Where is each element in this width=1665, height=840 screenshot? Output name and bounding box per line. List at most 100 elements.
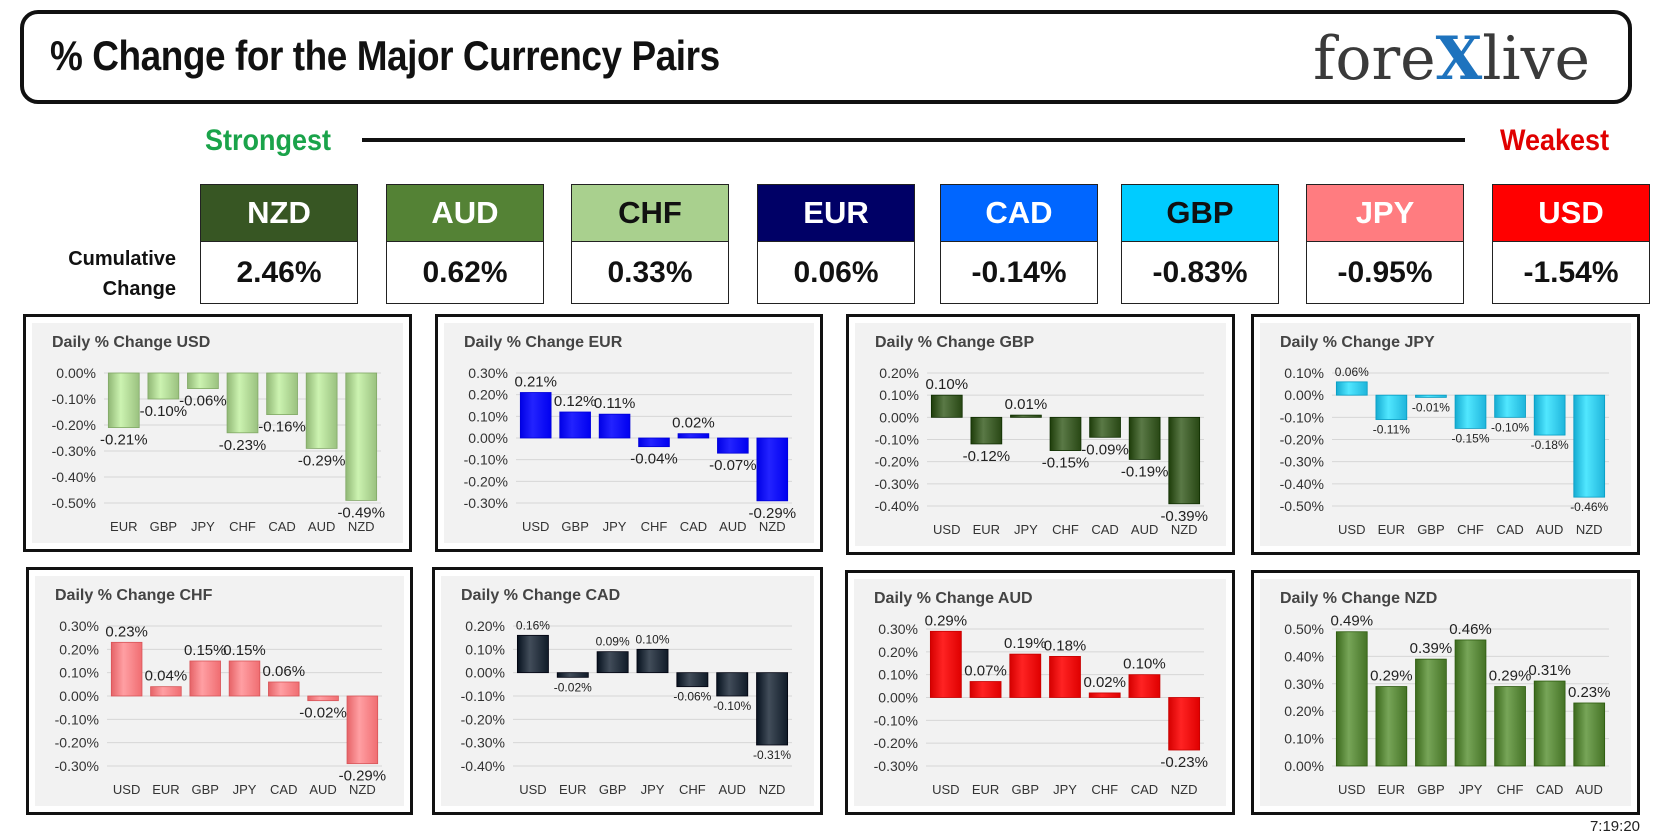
data-label: -0.29% <box>339 768 387 785</box>
bar <box>1415 658 1447 767</box>
data-label: -0.23% <box>219 437 267 454</box>
data-label: -0.10% <box>140 403 188 420</box>
data-label: -0.16% <box>258 419 306 436</box>
y-tick-label: 0.00% <box>1284 758 1324 774</box>
x-tick-label: GBP <box>1417 782 1444 797</box>
data-label: 0.01% <box>1005 396 1048 413</box>
currency-code: USD <box>1493 185 1649 242</box>
bar <box>1128 674 1161 698</box>
cumulative-change-value: 0.62% <box>422 256 508 289</box>
bar <box>929 630 962 698</box>
x-tick-label: USD <box>932 782 959 797</box>
data-label: 0.11% <box>594 395 635 412</box>
chart-title: Daily % Change CAD <box>461 587 620 604</box>
currency-box-cad: CAD -0.14% <box>940 184 1098 304</box>
x-tick-label: EUR <box>559 782 586 797</box>
x-tick-label: USD <box>519 782 546 797</box>
y-tick-label: -0.40% <box>461 758 505 774</box>
y-tick-label: 0.10% <box>465 641 505 657</box>
bar <box>677 433 710 439</box>
bar <box>187 372 219 389</box>
bar <box>1335 631 1368 767</box>
currency-code: GBP <box>1122 185 1278 242</box>
x-tick-label: AUD <box>1575 782 1602 797</box>
cumulative-label-line2: Change <box>102 278 176 300</box>
chart-jpy: Daily % Change JPY 0.10% 0.00% -0.10% -0.20%… <box>1251 314 1640 555</box>
data-label: -0.12% <box>963 448 1011 465</box>
x-tick-label: JPY <box>191 519 215 534</box>
cumulative-change-value: 0.33% <box>607 256 693 289</box>
data-label: -0.39% <box>1160 508 1208 525</box>
data-label: 0.29% <box>925 612 968 629</box>
data-label: 0.07% <box>964 663 1007 680</box>
x-tick-label: CHF <box>1457 522 1484 537</box>
chart-svg: Daily % Change CAD0.20%0.10%0.00%-0.10%-… <box>441 576 814 806</box>
bar <box>226 372 259 434</box>
currency-box-nzd: NZD 2.46% <box>200 184 358 304</box>
y-tick-label: 0.20% <box>465 618 505 634</box>
chart-svg: Daily % Change GBP 0.20% 0.10% 0.00% -0.10% -… <box>855 323 1226 546</box>
plot-background <box>855 323 1226 546</box>
currency-box-eur: EUR 0.06% <box>757 184 915 304</box>
bar <box>596 651 629 674</box>
bar <box>150 686 182 697</box>
bar <box>970 416 1003 445</box>
x-tick-label: USD <box>933 522 960 537</box>
bar <box>1573 394 1606 498</box>
data-label: 0.02% <box>672 415 715 432</box>
bar <box>598 413 631 439</box>
x-tick-label: NZD <box>1171 522 1198 537</box>
y-tick-label: 0.10% <box>1284 365 1324 381</box>
y-tick-label: 0.20% <box>879 365 919 381</box>
data-label: -0.06% <box>673 690 711 704</box>
data-label: 0.15% <box>223 642 266 659</box>
y-tick-label: 0.20% <box>878 644 918 660</box>
chart-svg: Daily % Change JPY 0.10% 0.00% -0.10% -0.20%… <box>1260 323 1631 546</box>
y-tick-label: 0.40% <box>1284 648 1324 664</box>
data-label: -0.10% <box>1491 420 1529 434</box>
chart-title: Daily % Change JPY <box>1280 334 1435 351</box>
x-tick-label: CAD <box>1536 782 1563 797</box>
data-label: -0.10% <box>713 699 751 713</box>
currency-box-usd: USD -1.54% <box>1492 184 1650 304</box>
bar <box>519 392 552 439</box>
x-tick-label: JPY <box>1014 522 1038 537</box>
bar <box>228 660 261 697</box>
data-label: -0.46% <box>1570 500 1608 514</box>
data-label: 0.46% <box>1449 621 1492 638</box>
x-tick-label: EUR <box>1378 522 1405 537</box>
bar <box>345 372 378 501</box>
x-tick-label: CAD <box>268 519 295 534</box>
x-tick-label: GBP <box>1012 782 1039 797</box>
y-tick-label: -0.20% <box>52 417 96 433</box>
y-tick-label: -0.20% <box>461 711 505 727</box>
x-tick-label: GBP <box>1417 522 1444 537</box>
bar <box>266 372 298 415</box>
data-label: 0.21% <box>514 374 557 391</box>
y-tick-label: -0.30% <box>874 758 918 774</box>
data-label: -0.18% <box>1531 438 1569 452</box>
strongest-label: Strongest <box>205 124 332 157</box>
y-tick-label: -0.40% <box>52 469 96 485</box>
x-tick-label: AUD <box>1131 522 1158 537</box>
y-tick-label: 0.10% <box>1284 731 1324 747</box>
plot-background <box>1260 323 1631 546</box>
data-label: -0.21% <box>100 432 148 449</box>
x-tick-label: GBP <box>561 519 588 534</box>
bar <box>717 437 749 454</box>
y-tick-label: 0.30% <box>59 618 99 634</box>
x-tick-label: JPY <box>233 782 257 797</box>
bar <box>716 672 749 697</box>
x-tick-label: NZD <box>349 782 376 797</box>
y-tick-label: 0.10% <box>879 387 919 403</box>
bar <box>1573 702 1606 767</box>
bar <box>305 372 338 449</box>
y-tick-label: 0.50% <box>1284 621 1324 637</box>
bar <box>1454 394 1487 429</box>
y-tick-label: 0.00% <box>879 409 919 425</box>
x-tick-label: NZD <box>1171 782 1198 797</box>
bar <box>1010 414 1042 418</box>
y-tick-label: 0.00% <box>468 430 508 446</box>
bar <box>1168 416 1201 505</box>
cumulative-change-label: Cumulative Change <box>56 244 176 304</box>
